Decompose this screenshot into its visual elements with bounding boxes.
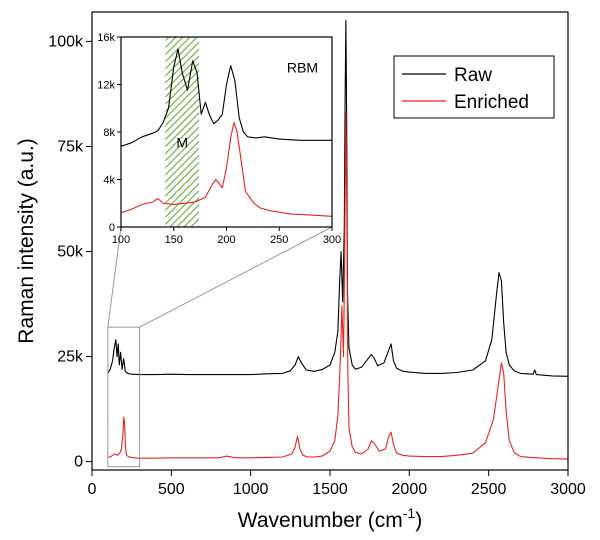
inset-m-band xyxy=(165,37,200,227)
legend-label-raw: Raw xyxy=(454,65,492,86)
inset-x-tick-label: 200 xyxy=(217,234,235,246)
inset-axis-ticks: 100 150 200 250 300 0 4k 8k 12k 16k xyxy=(97,32,341,246)
main-series-line-enriched xyxy=(107,112,569,460)
y-axis-title: Raman intensity (a.u.) xyxy=(15,138,38,343)
y-tick-label: 75k xyxy=(57,138,84,155)
zoom-indicator xyxy=(107,226,333,468)
inset-x-tick-label: 100 xyxy=(112,234,130,246)
inset-series-group xyxy=(120,48,333,217)
inset-y-tick-label: 4k xyxy=(103,175,115,187)
x-tick-label: 3000 xyxy=(550,481,586,498)
inset-series-line-enriched xyxy=(120,121,333,217)
inset-y-tick-label: 0 xyxy=(109,222,115,234)
inset-plot: 100 150 200 250 300 0 4k 8k 12k 16k M RBM xyxy=(97,32,341,246)
x-tick-label: 0 xyxy=(88,481,97,498)
main-series-group xyxy=(107,19,569,460)
inset-y-tick-label: 16k xyxy=(97,32,115,44)
zoom-region-box xyxy=(107,326,141,468)
x-tick-label: 2000 xyxy=(392,481,428,498)
legend-label-enriched: Enriched xyxy=(454,92,529,113)
zoom-connector-right xyxy=(139,226,333,328)
main-plot-frame xyxy=(91,11,569,471)
x-tick-label: 2500 xyxy=(471,481,507,498)
y-tick-label: 100k xyxy=(48,33,84,50)
x-axis-title-superscript: -1 xyxy=(403,505,416,521)
legend-box xyxy=(393,55,555,119)
y-tick-label: 50k xyxy=(57,244,84,261)
main-series-line-raw xyxy=(107,19,569,377)
inset-series-line-raw xyxy=(120,48,332,147)
x-tick-label: 500 xyxy=(158,481,185,498)
inset-x-tick-label: 250 xyxy=(270,234,288,246)
inset-annotation-rbm: RBM xyxy=(287,60,318,76)
inset-plot-frame xyxy=(120,36,333,228)
inset-y-tick-label: 8k xyxy=(103,127,115,139)
inset-x-tick-label: 150 xyxy=(165,234,183,246)
y-tick-label: 0 xyxy=(74,454,83,471)
x-tick-label: 1500 xyxy=(312,481,348,498)
legend: Raw Enriched xyxy=(393,55,555,119)
inset-x-tick-label: 300 xyxy=(323,234,341,246)
x-axis-title-close: ) xyxy=(415,509,422,532)
x-axis-title-base: Wavenumber (cm xyxy=(238,509,403,532)
y-tick-label: 25k xyxy=(57,349,84,366)
inset-annotation-m: M xyxy=(176,134,188,150)
zoom-connector-left xyxy=(107,226,122,328)
x-axis-title: Wavenumber (cm-1) xyxy=(238,505,422,532)
x-tick-label: 1000 xyxy=(233,481,269,498)
inset-y-tick-label: 12k xyxy=(97,80,115,92)
